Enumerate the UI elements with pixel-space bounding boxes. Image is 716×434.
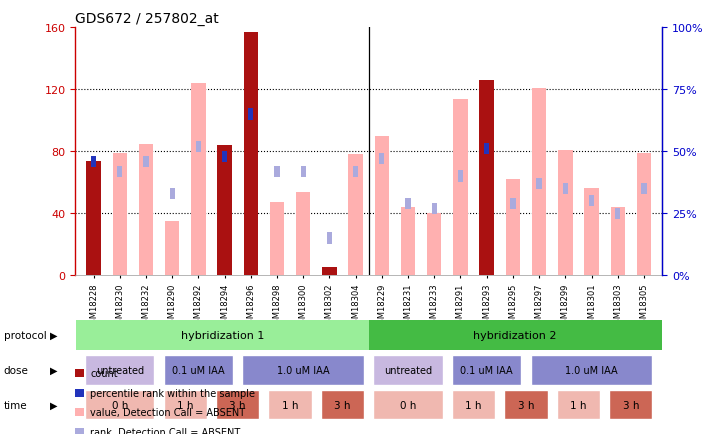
Text: 0.1 uM IAA: 0.1 uM IAA xyxy=(172,365,225,375)
Bar xyxy=(504,390,548,419)
Bar xyxy=(139,144,153,276)
Bar xyxy=(268,390,311,419)
Bar xyxy=(191,84,205,276)
Bar xyxy=(117,166,122,177)
Text: dose: dose xyxy=(4,365,29,375)
Bar xyxy=(373,390,442,419)
Bar xyxy=(615,208,620,219)
Bar xyxy=(243,33,258,276)
Bar xyxy=(222,151,227,162)
Text: 3 h: 3 h xyxy=(518,400,534,410)
Text: 0.1 uM IAA: 0.1 uM IAA xyxy=(460,365,513,375)
Bar xyxy=(563,184,568,194)
Bar xyxy=(611,207,625,276)
Bar xyxy=(170,188,175,200)
Text: 3 h: 3 h xyxy=(229,400,246,410)
Bar xyxy=(301,166,306,177)
Text: ▶: ▶ xyxy=(50,365,57,375)
Bar xyxy=(637,154,651,276)
Bar xyxy=(511,198,516,210)
Bar xyxy=(379,154,384,165)
Bar xyxy=(321,390,364,419)
Bar xyxy=(165,221,180,276)
Text: value, Detection Call = ABSENT: value, Detection Call = ABSENT xyxy=(90,408,246,417)
Text: percentile rank within the sample: percentile rank within the sample xyxy=(90,388,255,398)
Bar xyxy=(164,355,233,385)
Bar xyxy=(427,214,442,276)
Text: hybridization 2: hybridization 2 xyxy=(473,330,557,340)
Bar xyxy=(296,192,311,276)
Bar xyxy=(322,268,337,276)
Text: hybridization 1: hybridization 1 xyxy=(180,330,264,340)
Bar xyxy=(274,166,280,177)
Bar xyxy=(557,390,600,419)
Bar xyxy=(91,156,96,168)
Text: 1 h: 1 h xyxy=(282,400,299,410)
Bar xyxy=(87,161,101,276)
Bar xyxy=(484,144,489,155)
Bar xyxy=(270,203,284,276)
Bar xyxy=(369,321,662,350)
Bar xyxy=(242,355,364,385)
Bar xyxy=(248,109,253,120)
Bar xyxy=(589,196,594,207)
Text: ▶: ▶ xyxy=(50,330,57,340)
Bar xyxy=(85,355,155,385)
Bar xyxy=(609,390,652,419)
Bar xyxy=(85,390,155,419)
Text: GDS672 / 257802_at: GDS672 / 257802_at xyxy=(75,12,219,26)
Text: protocol: protocol xyxy=(4,330,47,340)
Text: untreated: untreated xyxy=(384,365,432,375)
Text: 0 h: 0 h xyxy=(112,400,128,410)
Text: 0 h: 0 h xyxy=(400,400,416,410)
Bar xyxy=(642,184,647,194)
Bar xyxy=(531,355,652,385)
Text: time: time xyxy=(4,400,27,410)
Bar xyxy=(452,355,521,385)
Bar xyxy=(536,178,542,190)
Text: count: count xyxy=(90,368,118,378)
Bar xyxy=(532,89,546,276)
Bar xyxy=(216,390,259,419)
Bar xyxy=(584,189,599,276)
Bar xyxy=(322,268,337,276)
Bar xyxy=(458,171,463,182)
Bar xyxy=(432,203,437,214)
Bar xyxy=(405,198,411,210)
Bar xyxy=(480,81,494,276)
Bar xyxy=(558,150,573,276)
Bar xyxy=(218,146,232,276)
Bar xyxy=(353,166,358,177)
Bar xyxy=(195,141,201,152)
Bar xyxy=(76,321,369,350)
Text: 3 h: 3 h xyxy=(334,400,351,410)
Bar xyxy=(349,155,363,276)
Bar xyxy=(401,207,415,276)
Text: 1.0 uM IAA: 1.0 uM IAA xyxy=(565,365,618,375)
Bar xyxy=(453,99,468,276)
Bar xyxy=(505,180,520,276)
Text: rank, Detection Call = ABSENT: rank, Detection Call = ABSENT xyxy=(90,427,241,434)
Bar xyxy=(143,156,149,168)
Text: 1 h: 1 h xyxy=(465,400,482,410)
Bar xyxy=(164,390,207,419)
Text: untreated: untreated xyxy=(96,365,144,375)
Text: 1 h: 1 h xyxy=(177,400,193,410)
Text: 1 h: 1 h xyxy=(570,400,586,410)
Bar xyxy=(112,154,127,276)
Bar xyxy=(373,355,442,385)
Bar xyxy=(326,233,332,244)
Bar xyxy=(452,390,495,419)
Text: ▶: ▶ xyxy=(50,400,57,410)
Text: 1.0 uM IAA: 1.0 uM IAA xyxy=(277,365,329,375)
Bar xyxy=(374,136,389,276)
Text: 3 h: 3 h xyxy=(623,400,639,410)
